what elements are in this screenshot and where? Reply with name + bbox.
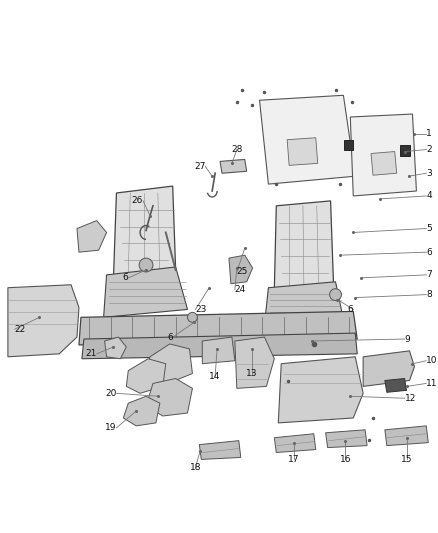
Text: 20: 20 (105, 389, 117, 398)
Text: 6: 6 (123, 273, 128, 282)
Polygon shape (8, 285, 79, 357)
Text: 13: 13 (246, 369, 258, 378)
Polygon shape (202, 337, 235, 364)
Polygon shape (126, 359, 166, 393)
Polygon shape (325, 430, 367, 448)
Text: 11: 11 (426, 379, 438, 388)
Text: 5: 5 (426, 224, 432, 233)
Polygon shape (385, 378, 406, 392)
Text: 25: 25 (237, 268, 248, 277)
Text: 24: 24 (235, 285, 246, 294)
Polygon shape (82, 333, 357, 359)
Text: 18: 18 (190, 463, 201, 472)
Polygon shape (235, 337, 274, 389)
Text: 21: 21 (85, 349, 97, 358)
Text: 2: 2 (426, 145, 432, 154)
Polygon shape (350, 114, 417, 196)
Polygon shape (260, 95, 355, 184)
Polygon shape (278, 357, 363, 423)
Polygon shape (104, 267, 187, 317)
Polygon shape (363, 351, 414, 386)
Text: 6: 6 (347, 305, 353, 314)
Text: 23: 23 (195, 305, 207, 314)
Polygon shape (220, 159, 247, 173)
Text: 7: 7 (426, 270, 432, 279)
Polygon shape (229, 255, 253, 284)
Polygon shape (146, 378, 192, 416)
Polygon shape (146, 344, 192, 383)
Polygon shape (274, 434, 316, 453)
Text: 4: 4 (426, 191, 432, 200)
Text: 6: 6 (167, 333, 173, 342)
Text: 17: 17 (288, 455, 300, 464)
Text: 15: 15 (401, 455, 412, 464)
Ellipse shape (329, 289, 342, 301)
Text: 3: 3 (426, 169, 432, 177)
Text: 1: 1 (426, 130, 432, 138)
Text: 22: 22 (15, 325, 26, 334)
Polygon shape (77, 221, 106, 252)
Text: 8: 8 (426, 290, 432, 299)
Text: 6: 6 (426, 248, 432, 257)
Polygon shape (385, 426, 428, 446)
Polygon shape (105, 337, 126, 359)
Polygon shape (265, 282, 343, 325)
Text: 16: 16 (339, 455, 351, 464)
Polygon shape (79, 311, 357, 345)
Text: 10: 10 (426, 356, 438, 365)
Polygon shape (113, 186, 176, 278)
Polygon shape (371, 151, 397, 175)
Text: 14: 14 (209, 372, 221, 381)
Polygon shape (399, 144, 410, 157)
Text: 28: 28 (231, 145, 243, 154)
Polygon shape (124, 396, 160, 426)
Polygon shape (274, 201, 333, 290)
Text: 9: 9 (405, 335, 410, 344)
Text: 12: 12 (405, 394, 416, 403)
Ellipse shape (187, 312, 198, 322)
Text: 27: 27 (194, 162, 205, 171)
Ellipse shape (139, 258, 153, 272)
Polygon shape (287, 138, 318, 165)
Text: 19: 19 (105, 423, 117, 432)
Text: 26: 26 (132, 196, 143, 205)
Polygon shape (199, 441, 241, 459)
Polygon shape (344, 140, 353, 150)
